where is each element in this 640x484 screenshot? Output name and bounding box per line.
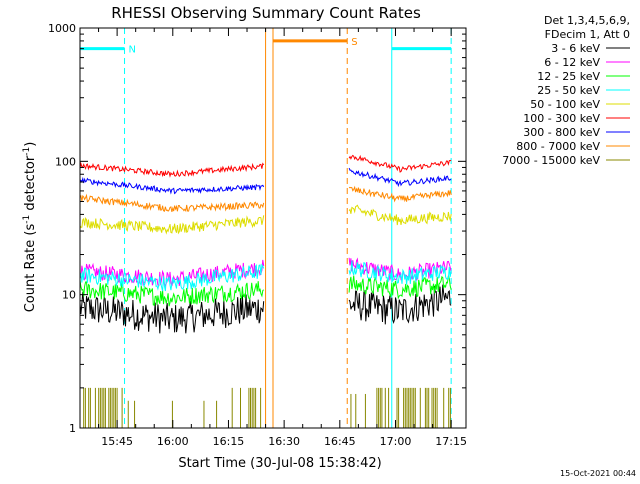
series-segment-1	[79, 280, 265, 307]
y-axis-label-sup-1: -1	[22, 215, 32, 224]
y-axis-label-mid: detector	[23, 155, 38, 215]
axes: 1 10 100 1000 15:45 16:00 16:15 16:30 16:45 17:00…	[48, 22, 467, 448]
legend-header-line-2: FDecim 1, Att 0	[545, 28, 630, 41]
y-tick-label: 100	[55, 155, 76, 168]
y-tick-label: 1	[69, 422, 76, 435]
series-segment-1	[79, 215, 265, 235]
y-tick-label: 1000	[48, 22, 76, 35]
legend-entry-label: 12 - 25 keV	[537, 70, 600, 83]
series-7000-15000-kev	[83, 387, 451, 428]
x-tick-label: 16:00	[157, 435, 189, 448]
y-axis-label-sup-2: -1	[22, 147, 32, 156]
legend-entry-label: 100 - 300 keV	[523, 112, 600, 125]
series-3-6-kev	[79, 284, 452, 334]
series-300-800-kev	[79, 167, 452, 195]
plot-area: NS	[79, 28, 452, 428]
series-segment-2	[348, 260, 452, 285]
series-25-50-kev	[79, 260, 452, 292]
series-spikes-3	[376, 387, 451, 428]
series-segment-1	[79, 193, 265, 213]
flag-label-n: N	[129, 45, 136, 56]
series-segment-1	[79, 161, 265, 178]
plot-frame	[79, 27, 467, 429]
series-segment-1	[79, 263, 265, 292]
series-segment-1	[79, 176, 265, 195]
y-axis-label-end: )	[23, 142, 38, 147]
flag-label-s: S	[351, 37, 357, 48]
x-tick-label: 15:45	[101, 435, 133, 448]
legend-entry-label: 25 - 50 keV	[537, 84, 600, 97]
series-segment-2	[348, 185, 452, 203]
series-spikes-1	[83, 387, 123, 428]
legend-entry-label: 50 - 100 keV	[530, 98, 600, 111]
series-50-100-kev	[79, 204, 452, 235]
y-axis-label: Count Rate (s-1 detector-1)	[22, 142, 38, 313]
legend-entry-label: 300 - 800 keV	[523, 126, 600, 139]
series-segment-2	[348, 154, 452, 173]
chart-title: RHESSI Observing Summary Count Rates	[111, 4, 421, 22]
legend-header: Det 1,3,4,5,6,9, FDecim 1, Att 0	[544, 14, 630, 41]
series-800-7000-kev	[79, 185, 452, 213]
series-segment-2	[348, 167, 452, 188]
series-12-25-kev	[79, 275, 452, 307]
x-tick-label: 16:15	[213, 435, 245, 448]
x-tick-label: 16:45	[324, 435, 356, 448]
series-100-300-kev	[79, 154, 452, 178]
series-segment-2	[348, 284, 452, 325]
legend-entry-label: 3 - 6 keV	[551, 42, 600, 55]
y-axis-label-main: Count Rate (s	[23, 224, 38, 313]
footer-timestamp: 15-Oct-2021 00:44	[560, 469, 636, 478]
legend-entry-label: 6 - 12 keV	[544, 56, 600, 69]
y-tick-label: 10	[62, 289, 76, 302]
series-segment-2	[348, 204, 452, 226]
x-tick-label: 17:00	[380, 435, 412, 448]
legend-entry-label: 7000 - 15000 keV	[502, 154, 600, 167]
legend-entry-label: 800 - 7000 keV	[516, 140, 600, 153]
x-axis-label: Start Time (30-Jul-08 15:38:42)	[178, 456, 381, 471]
legend-header-line-1: Det 1,3,4,5,6,9,	[544, 14, 630, 27]
series-spikes-2	[231, 387, 262, 428]
x-tick-label: 17:15	[435, 435, 467, 448]
x-tick-label: 16:30	[268, 435, 300, 448]
series-segment-2	[348, 275, 452, 300]
series-segment-1	[79, 291, 265, 334]
